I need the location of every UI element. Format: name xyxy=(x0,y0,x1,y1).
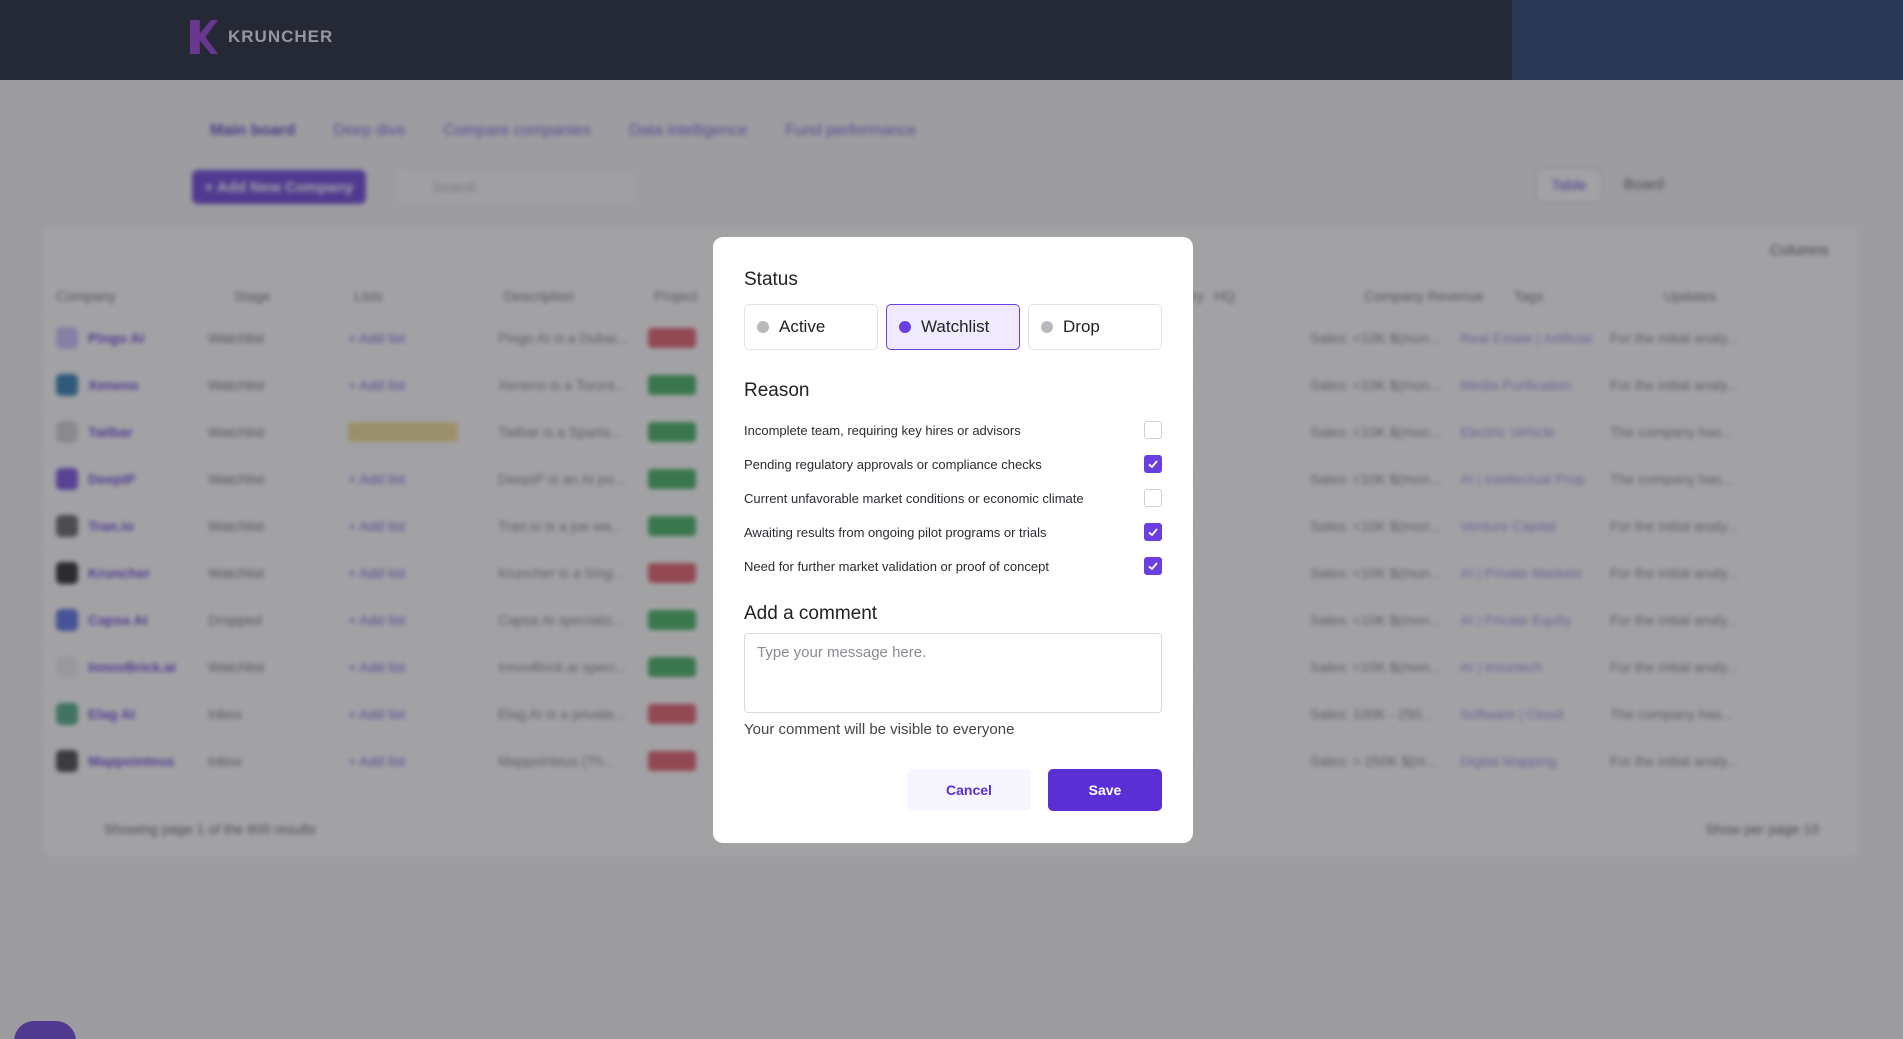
status-modal: Status Active Watchlist Drop Reason Inco… xyxy=(713,237,1193,843)
save-button[interactable]: Save xyxy=(1048,769,1162,811)
reason-label: Pending regulatory approvals or complian… xyxy=(744,456,1042,472)
comment-visibility-hint: Your comment will be visible to everyone xyxy=(744,721,1015,738)
cancel-button[interactable]: Cancel xyxy=(907,769,1031,811)
radio-dot-icon xyxy=(899,321,911,333)
status-option-label: Active xyxy=(779,317,826,336)
comment-textarea[interactable] xyxy=(744,633,1162,713)
reason-checkbox[interactable] xyxy=(1144,489,1162,507)
reason-label: Awaiting results from ongoing pilot prog… xyxy=(744,524,1047,540)
reason-checkbox[interactable] xyxy=(1144,421,1162,439)
reason-item: Awaiting results from ongoing pilot prog… xyxy=(744,515,1162,549)
status-option-drop[interactable]: Drop xyxy=(1028,304,1162,350)
comment-heading: Add a comment xyxy=(744,603,878,624)
status-option-label: Drop xyxy=(1063,317,1100,336)
reason-item: Current unfavorable market conditions or… xyxy=(744,481,1162,515)
reason-checkbox[interactable] xyxy=(1144,455,1162,473)
status-option-active[interactable]: Active xyxy=(744,304,878,350)
status-heading: Status xyxy=(744,269,798,290)
reason-label: Need for further market validation or pr… xyxy=(744,558,1049,574)
status-options: Active Watchlist Drop xyxy=(744,304,1162,350)
reason-label: Current unfavorable market conditions or… xyxy=(744,490,1084,506)
reason-heading: Reason xyxy=(744,380,810,401)
reason-checkbox[interactable] xyxy=(1144,523,1162,541)
reason-checkbox[interactable] xyxy=(1144,557,1162,575)
reason-item: Pending regulatory approvals or complian… xyxy=(744,447,1162,481)
status-option-watchlist[interactable]: Watchlist xyxy=(886,304,1020,350)
reason-item: Need for further market validation or pr… xyxy=(744,549,1162,583)
radio-dot-icon xyxy=(757,321,769,333)
reason-list: Incomplete team, requiring key hires or … xyxy=(744,413,1162,583)
status-option-label: Watchlist xyxy=(921,317,990,336)
reason-label: Incomplete team, requiring key hires or … xyxy=(744,422,1021,438)
radio-dot-icon xyxy=(1041,321,1053,333)
reason-item: Incomplete team, requiring key hires or … xyxy=(744,413,1162,447)
